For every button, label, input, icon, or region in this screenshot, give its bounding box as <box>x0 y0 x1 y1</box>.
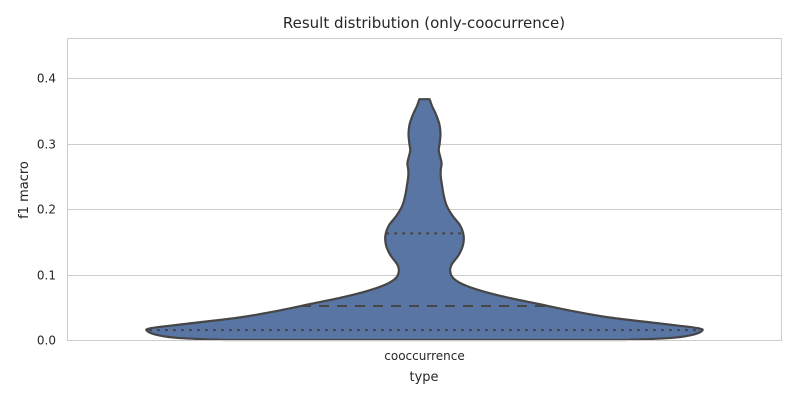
violin-body <box>145 98 704 342</box>
violin-bodies <box>145 98 704 342</box>
y-tick-label: 0.1 <box>37 269 56 283</box>
chart-title: Result distribution (only-coocurrence) <box>283 14 565 32</box>
quartile-lines <box>148 232 701 332</box>
y-axis-label: f1 macro <box>17 161 32 219</box>
y-tick-label: 0.3 <box>37 138 56 152</box>
y-tick-label: 0.2 <box>37 203 56 217</box>
y-tick-label: 0.0 <box>37 334 56 348</box>
x-tick-labels: cooccurrence <box>384 349 464 363</box>
x-tick-label: cooccurrence <box>384 349 464 363</box>
x-axis-label: type <box>409 370 438 385</box>
plot-frame <box>67 38 782 341</box>
y-tick-label: 0.4 <box>37 72 56 86</box>
y-tick-labels: 0.0 0.1 0.2 0.3 0.4 <box>37 72 56 348</box>
